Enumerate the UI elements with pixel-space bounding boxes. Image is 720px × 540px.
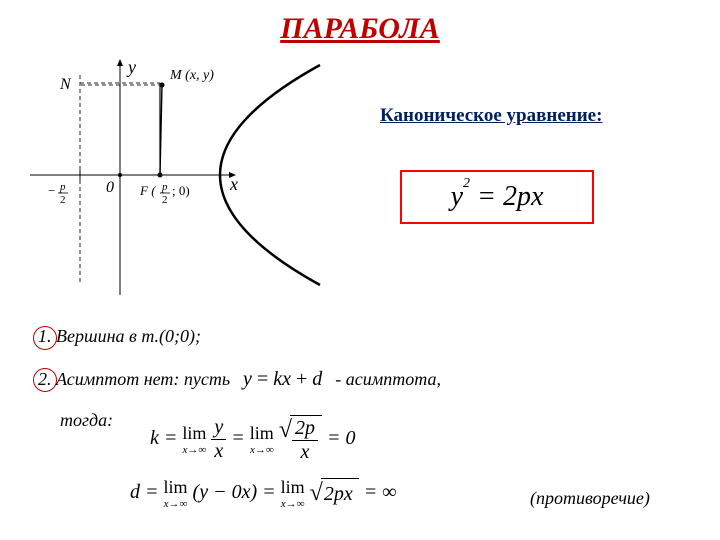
- formula-d: d = limx→∞ (y − 0x) = limx→∞ √2px = ∞: [130, 477, 396, 510]
- label-x: x: [229, 174, 238, 194]
- label-zero: 0: [106, 179, 114, 196]
- svg-text:p: p: [59, 181, 66, 193]
- item-2: 2. Асимптот нет: пусть y = kx + d - асим…: [38, 368, 441, 391]
- item-2-prefix: 2. Асимптот нет: пусть: [38, 369, 230, 390]
- parabola-diagram: N y x 0 M (x, y) F ( p 2 ; 0) − p 2: [30, 55, 330, 300]
- svg-text:−: −: [48, 183, 55, 198]
- label-M: M (x, y): [169, 68, 214, 83]
- svg-text:2: 2: [162, 194, 168, 206]
- page-title: ПАРАБОЛА: [0, 12, 720, 46]
- svg-text:p: p: [161, 181, 168, 193]
- label-N: N: [59, 76, 72, 93]
- canonical-equation: y2 = 2px: [400, 170, 594, 224]
- svg-text:2: 2: [60, 194, 66, 206]
- contradiction-label: (противоречие): [530, 488, 650, 509]
- item-2-formula: y = kx + d: [243, 368, 322, 391]
- item-1: 1. Вершина в т.(0;0);: [38, 326, 201, 347]
- formula-k: k = limx→∞ yx = limx→∞ √2px = 0: [150, 415, 355, 464]
- label-y: y: [126, 57, 136, 77]
- item-2-suffix: - асимптота,: [335, 369, 441, 390]
- togda-label: тогда:: [60, 410, 113, 431]
- svg-text:; 0): ; 0): [172, 183, 190, 198]
- label-F: F (: [139, 183, 156, 198]
- canonical-label: Каноническое уравнение:: [380, 105, 602, 127]
